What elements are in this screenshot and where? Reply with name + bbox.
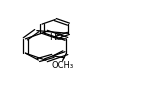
Text: OCH₃: OCH₃ — [52, 61, 74, 70]
Text: HO: HO — [49, 33, 63, 42]
